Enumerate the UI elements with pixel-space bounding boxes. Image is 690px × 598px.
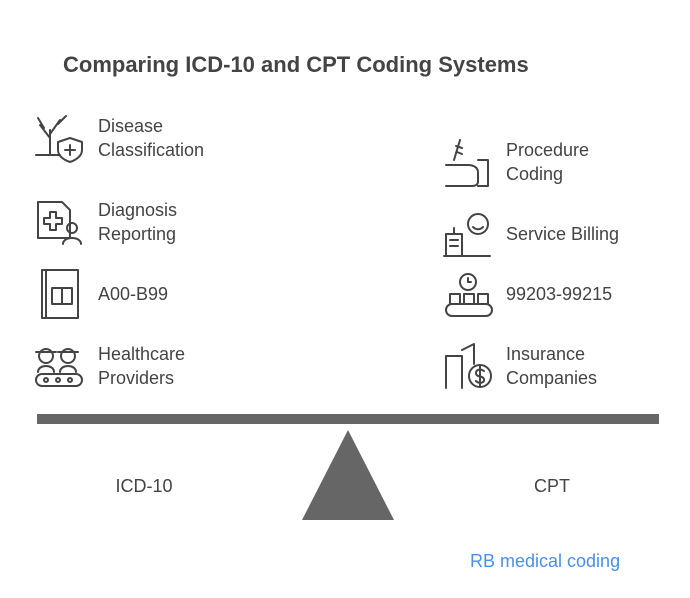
left-item: A00-B99 bbox=[98, 282, 168, 306]
item-label: 99203-99215 bbox=[506, 284, 613, 304]
item-label: Providers bbox=[98, 368, 175, 388]
right-item: Insurance Companies bbox=[506, 342, 597, 390]
item-label: Companies bbox=[506, 368, 598, 388]
left-item: Disease Classification bbox=[98, 114, 204, 162]
item-label: Classification bbox=[98, 140, 205, 160]
right-item: 99203-99215 bbox=[506, 282, 612, 306]
insurance-icon bbox=[445, 343, 492, 389]
right-item: Procedure Coding bbox=[506, 138, 589, 186]
title: Comparing ICD-10 and CPT Coding Systems bbox=[63, 52, 529, 77]
item-label: Disease bbox=[98, 116, 164, 136]
item-label: Diagnosis bbox=[98, 200, 178, 220]
left-item: Diagnosis Reporting bbox=[98, 198, 177, 246]
conveyor-icon bbox=[445, 273, 493, 317]
item-label: Insurance bbox=[506, 344, 586, 364]
codebook-icon bbox=[41, 269, 79, 319]
billing-icon bbox=[443, 213, 491, 257]
tree-shield-icon bbox=[35, 115, 83, 163]
fulcrum bbox=[302, 430, 394, 520]
item-label: Procedure bbox=[506, 140, 590, 160]
right-label: CPT bbox=[534, 476, 570, 496]
left-item: Healthcare Providers bbox=[98, 342, 185, 390]
item-label: Coding bbox=[506, 164, 564, 184]
report-icon bbox=[37, 201, 82, 245]
item-label: Service Billing bbox=[506, 224, 620, 244]
item-label: Healthcare bbox=[98, 344, 186, 364]
right-item: Service Billing bbox=[506, 222, 619, 246]
item-label: A00-B99 bbox=[98, 284, 169, 304]
left-label: ICD-10 bbox=[115, 476, 173, 496]
hand-icon bbox=[445, 139, 489, 187]
item-label: Reporting bbox=[98, 224, 177, 244]
balance-beam bbox=[37, 414, 659, 424]
footer-link[interactable]: RB medical coding bbox=[470, 551, 621, 571]
providers-icon bbox=[35, 348, 83, 387]
